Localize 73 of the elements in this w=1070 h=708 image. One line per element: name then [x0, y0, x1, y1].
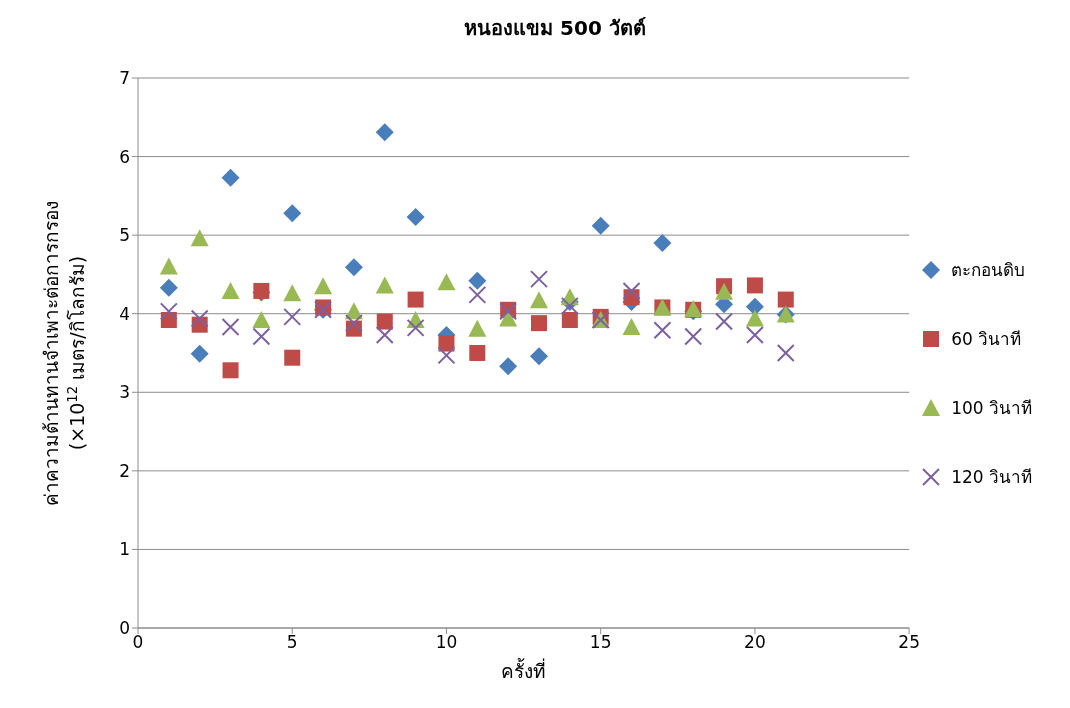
point: [190, 344, 209, 363]
legend-label: 60 วินาที: [951, 328, 1022, 351]
point: [406, 318, 425, 337]
point: [283, 307, 302, 326]
point: [222, 362, 239, 379]
point: [375, 325, 394, 344]
point: [221, 168, 240, 187]
y-tick-label: 5: [119, 225, 130, 246]
point: [777, 291, 794, 308]
point: [746, 277, 763, 294]
point: [344, 314, 363, 333]
point: [284, 349, 301, 366]
point: [344, 258, 363, 277]
y-tick-label: 4: [119, 303, 130, 324]
point: [560, 296, 579, 315]
point: [745, 309, 764, 327]
point: [468, 285, 487, 304]
point: [653, 234, 672, 252]
point: [776, 344, 795, 362]
point: [252, 327, 271, 346]
point: [715, 282, 734, 300]
point: [221, 318, 240, 337]
point: [469, 345, 486, 361]
point: [745, 325, 764, 344]
y-tick-label: 6: [119, 146, 130, 167]
point: [221, 281, 240, 299]
point: [715, 312, 734, 331]
point: [376, 313, 393, 330]
x-tick-label: 25: [898, 632, 920, 653]
point: [530, 315, 547, 332]
point: [653, 321, 672, 340]
point: [159, 302, 178, 321]
point: [283, 284, 302, 302]
x-axis-title: ครั้งที่: [501, 658, 547, 682]
point: [437, 273, 456, 291]
point: [406, 208, 425, 227]
x-tick-label: 20: [744, 632, 766, 653]
y-tick-label: 0: [119, 618, 130, 639]
point: [159, 278, 178, 297]
point: [375, 123, 394, 142]
point: [190, 309, 209, 328]
point: [314, 277, 333, 295]
point: [190, 229, 209, 247]
point: [622, 318, 641, 336]
point: [529, 347, 548, 366]
point: [283, 204, 302, 223]
point: [468, 271, 487, 290]
point: [622, 281, 641, 300]
point: [529, 291, 548, 309]
chart-title: หนองแขม 500 วัตต์: [463, 15, 647, 42]
y-tick-label: 7: [119, 68, 130, 89]
legend-label: 120 วินาที: [951, 466, 1032, 489]
point: [437, 346, 456, 365]
point: [529, 270, 548, 289]
point: [252, 311, 271, 328]
point: [684, 327, 703, 346]
x-tick-label: 0: [132, 632, 144, 653]
point: [561, 312, 578, 328]
point: [407, 291, 424, 308]
point: [499, 357, 518, 376]
point: [591, 216, 610, 235]
y-tick-label: 2: [119, 460, 130, 481]
point: [468, 319, 487, 337]
y-tick-label: 3: [119, 382, 130, 403]
legend-label: ตะกอนดิบ: [951, 259, 1026, 282]
x-tick-label: 15: [589, 632, 612, 653]
point: [375, 276, 394, 294]
x-tick-label: 10: [435, 632, 458, 653]
legend-label: 100 วินาที: [951, 397, 1032, 420]
y-tick-label: 1: [119, 539, 130, 560]
point: [159, 257, 178, 275]
x-tick-label: 5: [286, 632, 298, 653]
point: [745, 297, 764, 316]
